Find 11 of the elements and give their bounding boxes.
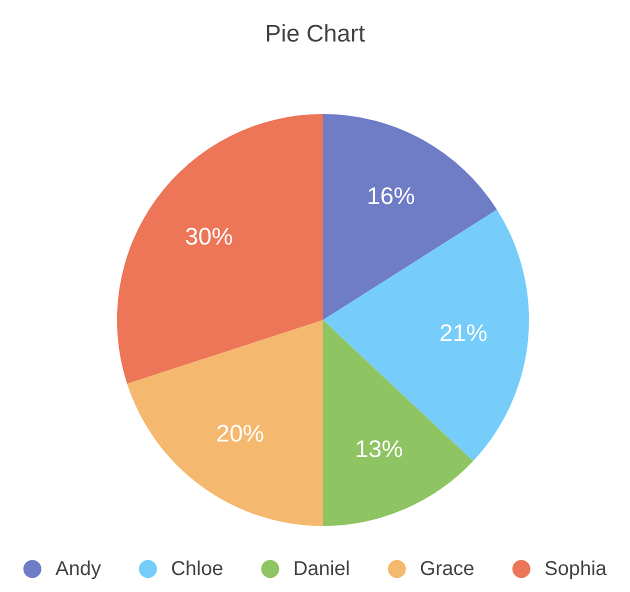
data-label: 13% — [354, 436, 404, 463]
data-label: 21% — [439, 320, 488, 347]
legend-label: Chloe — [170, 558, 224, 580]
legend-label: Andy — [55, 558, 101, 580]
data-label: 20% — [216, 420, 264, 448]
chart-title: Pie Chart — [264, 20, 366, 48]
legend-label: Daniel — [293, 558, 350, 580]
legend-label: Grace — [420, 558, 474, 580]
data-label: 30% — [184, 224, 233, 251]
data-label: 16% — [366, 182, 415, 210]
legend-label: Sophia — [544, 558, 608, 580]
